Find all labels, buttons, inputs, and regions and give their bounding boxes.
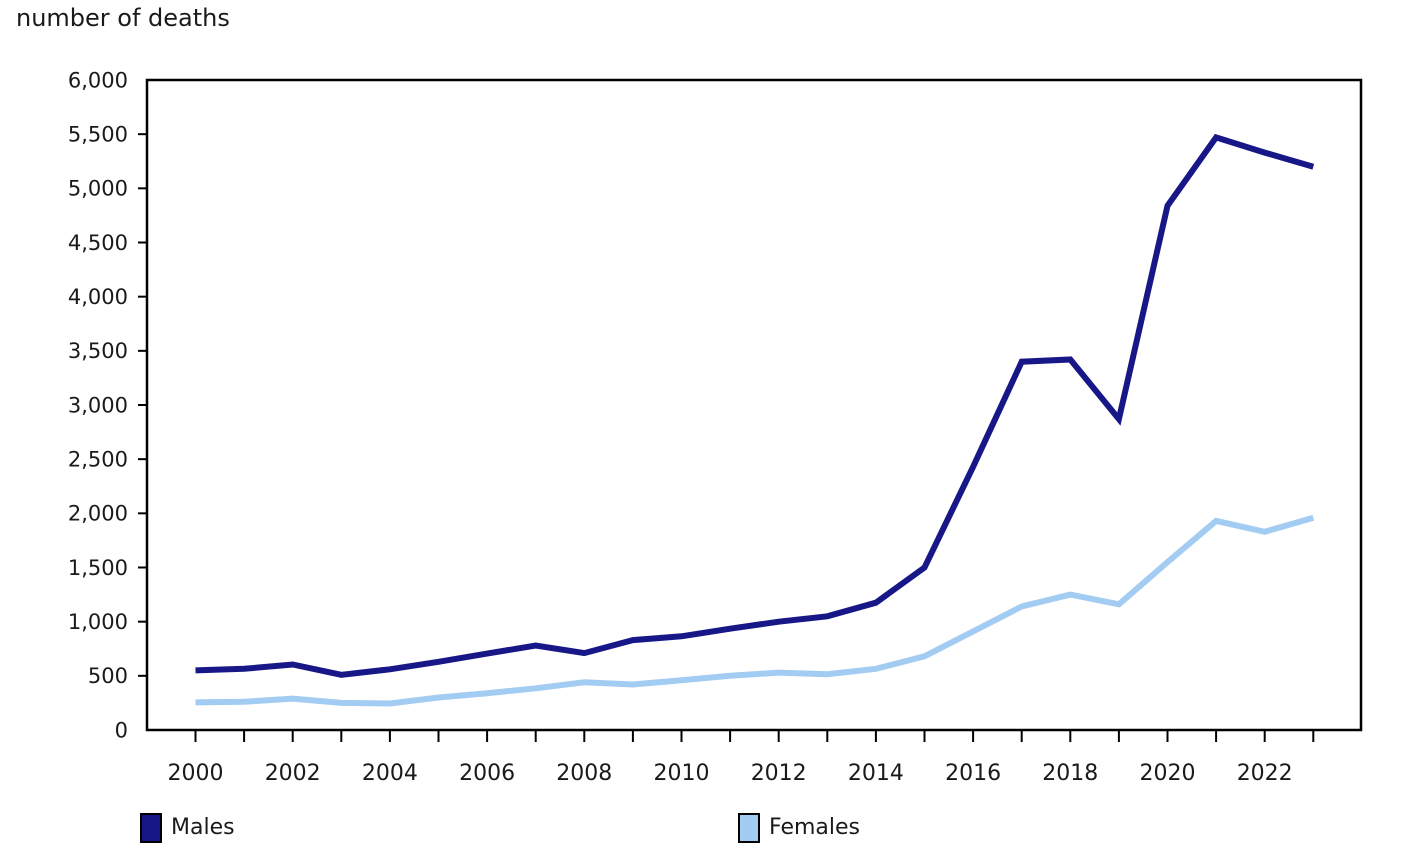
y-axis-tick-label: 5,000	[68, 177, 128, 201]
x-axis-tick-label: 2004	[362, 761, 418, 786]
x-axis-tick-label: 2018	[1042, 761, 1098, 786]
y-axis-tick-label: 1,000	[68, 610, 128, 634]
females-legend-swatch	[738, 813, 760, 843]
y-axis-tick-label: 2,000	[68, 502, 128, 526]
x-axis-tick-label: 2014	[848, 761, 904, 786]
y-axis-tick-label: 500	[88, 664, 128, 688]
males-line	[195, 133, 1315, 678]
y-axis-tick-label: 6,000	[68, 68, 128, 92]
y-axis-tick-label: 5,500	[68, 123, 128, 147]
x-axis-tick-label: 2012	[751, 761, 807, 786]
x-axis-tick-label: 2020	[1140, 761, 1196, 786]
y-axis-tick-label: 4,000	[68, 285, 128, 309]
x-axis-tick-label: 2010	[654, 761, 710, 786]
females-legend-label: Females	[769, 815, 861, 840]
chart-title: number of deaths	[16, 4, 230, 32]
y-axis-tick-label: 3,500	[68, 339, 128, 363]
y-axis-tick-label: 1,500	[68, 556, 128, 580]
y-axis-tick-label: 3,000	[68, 393, 128, 417]
females-line	[195, 514, 1315, 707]
legend-item-males: Males	[140, 812, 235, 844]
y-axis-tick-label: 4,500	[68, 231, 128, 255]
males-legend-swatch	[140, 813, 162, 843]
chart-legend: Males Females	[0, 812, 1402, 852]
x-axis-tick-label: 2022	[1237, 761, 1293, 786]
y-axis-tick-label: 0	[115, 718, 128, 742]
x-axis-tick-label: 2000	[168, 761, 224, 786]
x-axis-tick-label: 2002	[265, 761, 321, 786]
x-axis-tick-label: 2008	[556, 761, 612, 786]
x-axis-tick-label: 2016	[945, 761, 1001, 786]
y-axis-tick-label: 2,500	[68, 448, 128, 472]
legend-item-females: Females	[738, 812, 860, 844]
plot-border	[145, 78, 1363, 732]
x-axis-tick-label: 2006	[459, 761, 515, 786]
males-legend-label: Males	[171, 815, 235, 840]
